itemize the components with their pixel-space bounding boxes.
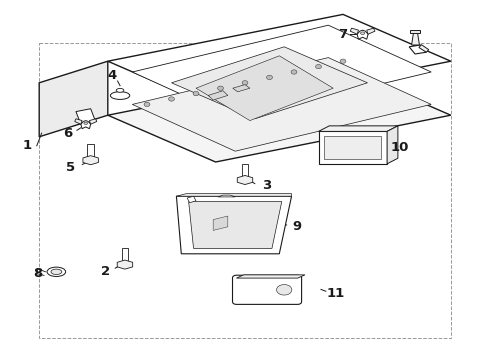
Circle shape [316, 64, 321, 69]
Circle shape [218, 86, 223, 90]
Polygon shape [387, 126, 398, 164]
Ellipse shape [116, 89, 124, 92]
Ellipse shape [276, 284, 292, 295]
Polygon shape [350, 28, 359, 34]
Polygon shape [357, 30, 368, 39]
Text: 10: 10 [390, 141, 409, 154]
Circle shape [169, 97, 174, 101]
Polygon shape [410, 30, 420, 33]
Polygon shape [76, 109, 96, 124]
Ellipse shape [84, 122, 88, 125]
Text: 6: 6 [63, 127, 72, 140]
Circle shape [193, 91, 199, 96]
Text: 4: 4 [107, 69, 116, 82]
Polygon shape [324, 136, 381, 159]
Polygon shape [172, 47, 368, 119]
Polygon shape [132, 25, 431, 119]
Ellipse shape [51, 269, 62, 275]
Bar [87, 144, 94, 160]
Polygon shape [196, 56, 333, 121]
Polygon shape [412, 32, 419, 45]
Bar [242, 164, 248, 180]
Polygon shape [187, 196, 196, 203]
Ellipse shape [110, 92, 130, 99]
Polygon shape [419, 45, 429, 52]
Polygon shape [318, 131, 387, 164]
Polygon shape [213, 216, 228, 230]
Polygon shape [132, 58, 431, 151]
Bar [122, 248, 128, 265]
Circle shape [242, 81, 248, 85]
Polygon shape [117, 260, 133, 269]
Polygon shape [237, 275, 305, 278]
Text: 5: 5 [67, 161, 75, 174]
Ellipse shape [47, 267, 66, 276]
Polygon shape [237, 175, 253, 185]
Polygon shape [367, 28, 375, 34]
Circle shape [267, 75, 272, 80]
Text: 9: 9 [292, 220, 301, 233]
Ellipse shape [361, 32, 365, 35]
Polygon shape [39, 61, 108, 137]
Text: 1: 1 [23, 139, 31, 152]
Circle shape [291, 70, 297, 74]
Polygon shape [189, 202, 282, 248]
Polygon shape [176, 196, 292, 254]
Text: 2: 2 [101, 265, 110, 278]
Polygon shape [83, 156, 98, 165]
Polygon shape [108, 68, 451, 162]
Polygon shape [108, 14, 451, 108]
FancyBboxPatch shape [233, 275, 302, 305]
Polygon shape [81, 121, 91, 129]
Polygon shape [233, 85, 250, 92]
Circle shape [340, 59, 346, 63]
Polygon shape [409, 45, 426, 54]
Text: 3: 3 [263, 179, 271, 192]
Polygon shape [318, 126, 398, 131]
Polygon shape [176, 194, 292, 196]
Text: 8: 8 [34, 267, 43, 280]
Text: 11: 11 [326, 287, 345, 300]
Polygon shape [89, 119, 97, 124]
Polygon shape [74, 119, 82, 124]
Polygon shape [208, 91, 228, 100]
Circle shape [144, 102, 150, 107]
Polygon shape [218, 195, 235, 197]
Text: 7: 7 [339, 28, 347, 41]
